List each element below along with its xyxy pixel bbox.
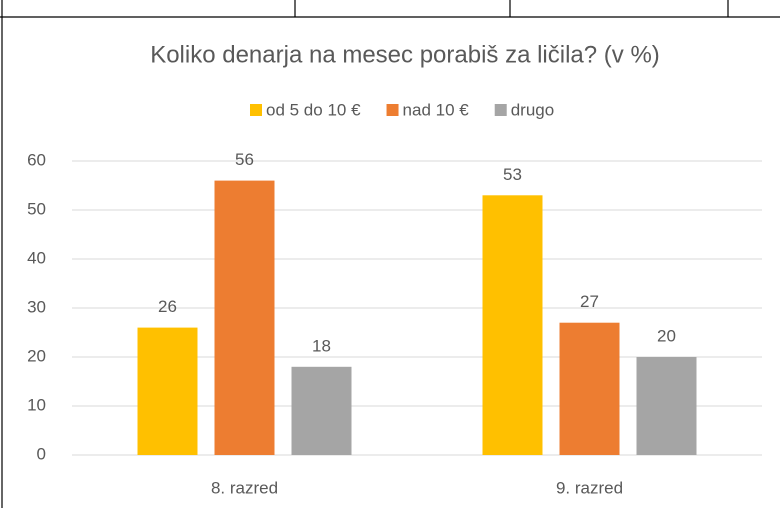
- x-tick-label: 9. razred: [556, 478, 623, 497]
- bar: [636, 357, 697, 455]
- x-tick-label: 8. razred: [211, 478, 278, 497]
- data-label: 53: [503, 165, 522, 184]
- bar: [137, 327, 198, 455]
- y-tick-label: 10: [27, 395, 46, 414]
- data-label: 27: [580, 292, 599, 311]
- bar: [559, 322, 620, 455]
- legend-swatch: [494, 104, 507, 116]
- y-tick-label: 50: [27, 199, 46, 218]
- y-tick-label: 40: [27, 248, 46, 267]
- y-tick-label: 0: [37, 444, 46, 463]
- data-label: 20: [657, 326, 676, 345]
- legend-label: od 5 do 10 €: [266, 100, 361, 119]
- legend-swatch: [386, 104, 399, 116]
- y-tick-label: 30: [27, 297, 46, 316]
- data-label: 26: [158, 297, 177, 316]
- chart-title: Koliko denarja na mesec porabiš za ličil…: [150, 41, 660, 68]
- bar: [214, 180, 275, 455]
- bar: [482, 195, 543, 456]
- data-label: 56: [235, 150, 254, 169]
- data-label: 18: [312, 336, 331, 355]
- legend-swatch: [250, 104, 262, 116]
- legend-label: nad 10 €: [403, 100, 470, 119]
- bar: [291, 366, 352, 455]
- y-tick-label: 60: [27, 150, 46, 169]
- legend-label: drugo: [511, 100, 554, 119]
- y-tick-label: 20: [27, 346, 46, 365]
